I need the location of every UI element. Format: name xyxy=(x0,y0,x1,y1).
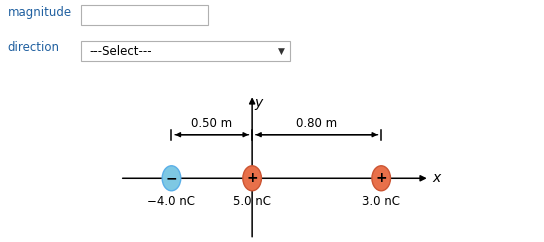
Text: direction: direction xyxy=(8,41,60,54)
Text: ---Select---: ---Select--- xyxy=(90,45,152,58)
Ellipse shape xyxy=(372,166,391,191)
Text: 5.0 nC: 5.0 nC xyxy=(233,195,271,208)
Text: −: − xyxy=(166,171,177,185)
Text: x: x xyxy=(432,171,440,185)
Text: magnitude: magnitude xyxy=(8,6,72,19)
Ellipse shape xyxy=(243,166,262,191)
Text: 3.0 nC: 3.0 nC xyxy=(362,195,400,208)
Text: +: + xyxy=(246,171,258,185)
Text: 0.50 m: 0.50 m xyxy=(191,117,232,129)
Text: −4.0 nC: −4.0 nC xyxy=(147,195,195,208)
Ellipse shape xyxy=(162,166,181,191)
Text: 0.80 m: 0.80 m xyxy=(296,117,337,129)
Text: y: y xyxy=(255,96,263,110)
Text: +: + xyxy=(375,171,387,185)
Text: ▼: ▼ xyxy=(279,47,285,56)
